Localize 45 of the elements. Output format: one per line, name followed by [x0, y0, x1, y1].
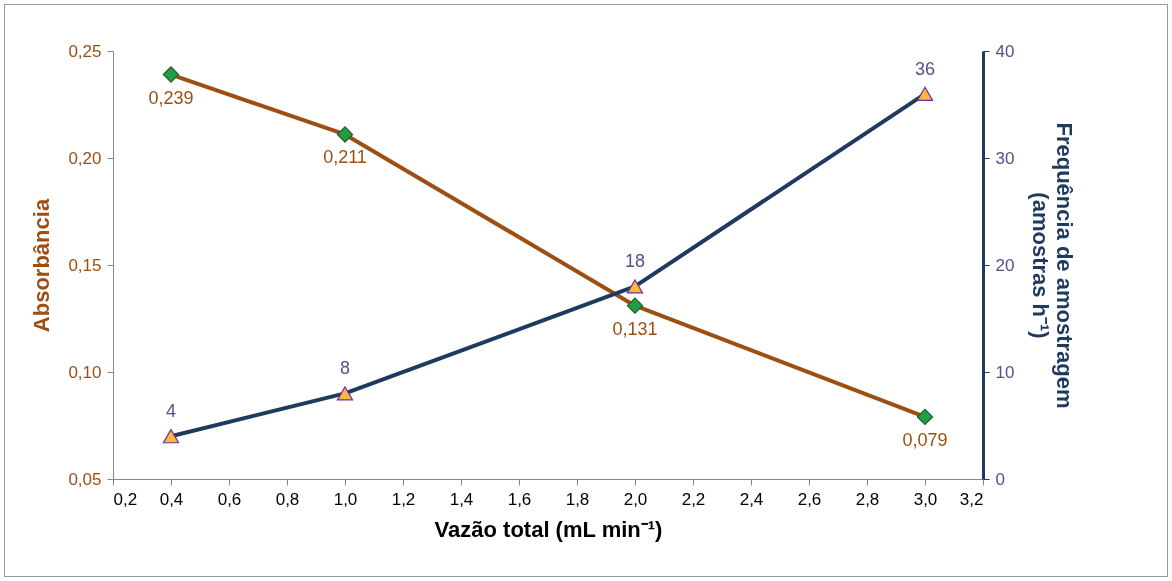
x-tick-label: 2,6 [797, 489, 822, 509]
y-axis-title: Absorbância [29, 198, 55, 333]
y2-tick-label: 0 [995, 469, 1005, 489]
x-tick-label: 1,2 [391, 489, 416, 509]
data-label: 0,079 [902, 429, 948, 450]
x-tick-label: 0,8 [275, 489, 300, 509]
y2-tick-label: 40 [995, 41, 1015, 61]
x-tick-label: 3,0 [913, 489, 938, 509]
data-label: 18 [624, 251, 646, 272]
point [626, 297, 644, 314]
y-tick-label: 0,10 [68, 362, 102, 382]
x-tick-label: 2,4 [739, 489, 764, 509]
y2-tick-label: 20 [995, 255, 1015, 275]
y2-tick-label: 30 [995, 148, 1015, 168]
x-tick-label: 2,0 [623, 489, 648, 509]
point [162, 429, 180, 444]
x-tick-label: 1,6 [507, 489, 532, 509]
point [162, 66, 180, 83]
x-tick-label: 2,2 [681, 489, 706, 509]
data-label: 0,131 [612, 318, 658, 339]
x-tick-label: 0,4 [159, 489, 184, 509]
x-tick-label: 1,8 [565, 489, 590, 509]
point [336, 386, 354, 401]
data-label: 36 [914, 58, 936, 79]
x-tick-label: 1,4 [449, 489, 474, 509]
x-tick-label: 0,2 [113, 489, 138, 509]
data-label: 0,239 [148, 87, 194, 108]
y2-axis-title: Frequência de amostragem (amostras h⁻¹) [1028, 122, 1078, 409]
point [916, 408, 934, 426]
y-tick-label: 0,20 [68, 148, 102, 168]
data-label: 4 [165, 401, 177, 422]
data-label: 8 [339, 358, 351, 379]
point [916, 86, 934, 101]
point [336, 126, 354, 143]
data-label: 0,211 [323, 147, 367, 168]
y-tick-label: 0,05 [68, 469, 102, 489]
x-axis-title: Vazão total (mL min⁻¹) [434, 516, 663, 542]
x-tick-label: 1,0 [333, 489, 358, 509]
y-tick-label: 0,25 [68, 41, 102, 61]
y-tick-label: 0,15 [68, 255, 102, 275]
point [626, 279, 644, 294]
x-tick-label: 2,8 [855, 489, 880, 509]
x-tick-label: 3,2 [959, 489, 984, 509]
y2-tick-label: 10 [995, 362, 1015, 382]
x-tick-label: 0,6 [217, 489, 242, 509]
